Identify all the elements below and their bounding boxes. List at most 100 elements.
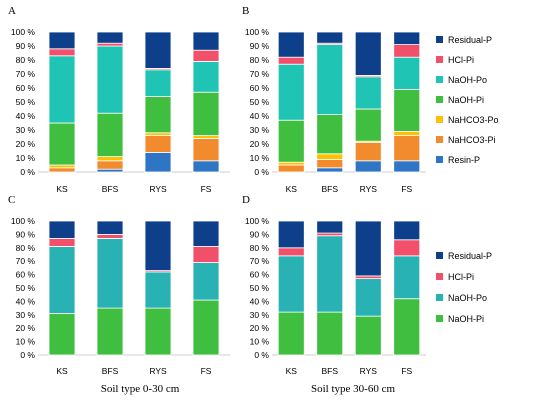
bar-segment-nahco3-pi: [393, 135, 421, 162]
y-tick-label: 100 %: [11, 27, 36, 37]
bar-segment-naoh-pi: [393, 89, 421, 132]
bar-segment-nahco3-pi: [354, 142, 382, 162]
bar-segment-nahco3-po: [393, 130, 421, 136]
y-tick-label: 60 %: [250, 270, 270, 280]
bar-segment-naoh-po: [96, 238, 124, 309]
stacked-bar-chart-a: 0 % 10 % 20 % 30 % 40 % 50 % 60 % 70 % 80 % 90 % 1…: [11, 27, 230, 194]
bar-segment-hcl-pi: [354, 275, 382, 280]
bar-segment-hcl-pi: [316, 232, 344, 237]
y-tick-label: 40 %: [250, 296, 270, 306]
bar-segment-naoh-po: [192, 61, 220, 93]
legend-label: HCl-Pi: [448, 272, 474, 282]
x-tick-label: RYS: [149, 366, 167, 376]
bar-segment-naoh-po: [316, 44, 344, 115]
x-axis-title-c: Soil type 0-30 cm: [101, 383, 180, 395]
y-tick-label: 40 %: [250, 111, 270, 121]
bar-segment-residual-p: [48, 31, 76, 50]
legend-label: Resin-P: [448, 155, 480, 165]
bar-segment-naoh-po: [144, 69, 172, 97]
y-tick-label: 60 %: [250, 83, 270, 93]
bar-segment-naoh-pi: [277, 119, 305, 163]
bar-segment-naoh-pi: [354, 108, 382, 142]
panel-letter-b: B: [242, 5, 249, 17]
x-tick-label: FS: [201, 184, 212, 194]
bar-segment-naoh-pi: [96, 112, 124, 157]
bar-segment-resin-p: [354, 160, 382, 173]
y-tick-label: 90 %: [250, 41, 270, 51]
bar-segment-nahco3-po: [48, 164, 76, 169]
bar-segment-residual-p: [277, 220, 305, 249]
x-tick-label: FS: [401, 366, 412, 376]
bar-segment-naoh-pi: [144, 307, 172, 356]
bar-segment-naoh-pi: [316, 311, 344, 356]
bar-segment-naoh-po: [354, 278, 382, 317]
bar-segment-hcl-pi: [192, 49, 220, 62]
bar-segment-nahco3-po: [144, 132, 172, 137]
x-tick-label: BFS: [102, 184, 119, 194]
y-tick-label: 70 %: [250, 69, 270, 79]
y-tick-label: 0 %: [20, 350, 35, 360]
bar-segment-residual-p: [192, 220, 220, 247]
x-tick-label: BFS: [321, 366, 338, 376]
y-tick-label: 30 %: [16, 125, 36, 135]
bar-segment-naoh-pi: [354, 315, 382, 356]
legend-label: Residual-P: [448, 35, 492, 45]
x-tick-label: KS: [286, 366, 298, 376]
legend-swatch: [436, 156, 443, 163]
y-tick-label: 50 %: [16, 283, 36, 293]
legend-swatch: [436, 315, 443, 322]
stacked-bar-chart-c: 0 % 10 % 20 % 30 % 40 % 50 % 60 % 70 % 80 % 90 % 1…: [11, 216, 230, 376]
x-tick-label: BFS: [102, 366, 119, 376]
y-tick-label: 80 %: [16, 55, 36, 65]
y-tick-label: 100 %: [245, 216, 270, 226]
y-tick-label: 40 %: [16, 111, 36, 121]
bar-segment-naoh-pi: [48, 122, 76, 166]
bar-segment-naoh-po: [96, 45, 124, 114]
y-tick-label: 70 %: [250, 256, 270, 266]
legend-swatch: [436, 96, 443, 103]
bar-segment-residual-p: [393, 220, 421, 241]
y-tick-label: 40 %: [16, 296, 36, 306]
bar-segment-naoh-pi: [316, 114, 344, 155]
x-tick-label: FS: [401, 184, 412, 194]
bar-segment-hcl-pi: [48, 238, 76, 247]
bar-segment-hcl-pi: [96, 42, 124, 47]
bar-segment-naoh-po: [277, 63, 305, 121]
y-tick-label: 100 %: [11, 216, 36, 226]
y-tick-label: 30 %: [250, 125, 270, 135]
y-tick-label: 70 %: [16, 256, 36, 266]
bar-segment-naoh-po: [192, 262, 220, 301]
bar-segment-naoh-po: [393, 255, 421, 300]
y-tick-label: 0 %: [254, 350, 269, 360]
panel-letter-d: D: [242, 194, 250, 206]
bar-segment-naoh-pi: [192, 299, 220, 356]
legend-label: NaOH-Po: [448, 293, 487, 303]
y-tick-label: 20 %: [250, 323, 270, 333]
bar-segment-nahco3-po: [316, 153, 344, 160]
y-tick-label: 80 %: [250, 243, 270, 253]
y-tick-label: 20 %: [16, 139, 36, 149]
y-tick-label: 50 %: [250, 97, 270, 107]
bar-segment-naoh-pi: [48, 313, 76, 356]
bar-segment-nahco3-po: [277, 161, 305, 166]
bar-segment-residual-p: [96, 31, 124, 44]
x-tick-label: RYS: [360, 184, 378, 194]
legend-swatch: [436, 294, 443, 301]
bar-segment-naoh-pi: [96, 307, 124, 356]
bar-segment-hcl-pi: [48, 48, 76, 57]
y-tick-label: 60 %: [16, 83, 36, 93]
bar-segment-resin-p: [316, 167, 344, 173]
bar-segment-naoh-po: [48, 246, 76, 314]
bar-segment-residual-p: [393, 31, 421, 45]
y-tick-label: 0 %: [254, 167, 269, 177]
legend-label: NaOH-Pi: [448, 314, 484, 324]
legend-swatch: [436, 56, 443, 63]
bar-segment-naoh-po: [316, 235, 344, 313]
legend-swatch: [436, 116, 443, 123]
x-tick-label: RYS: [360, 366, 378, 376]
bar-segment-naoh-pi: [277, 311, 305, 356]
bar-segment-residual-p: [192, 31, 220, 51]
x-tick-label: KS: [286, 184, 298, 194]
bar-segment-residual-p: [277, 31, 305, 58]
y-tick-label: 10 %: [250, 153, 270, 163]
